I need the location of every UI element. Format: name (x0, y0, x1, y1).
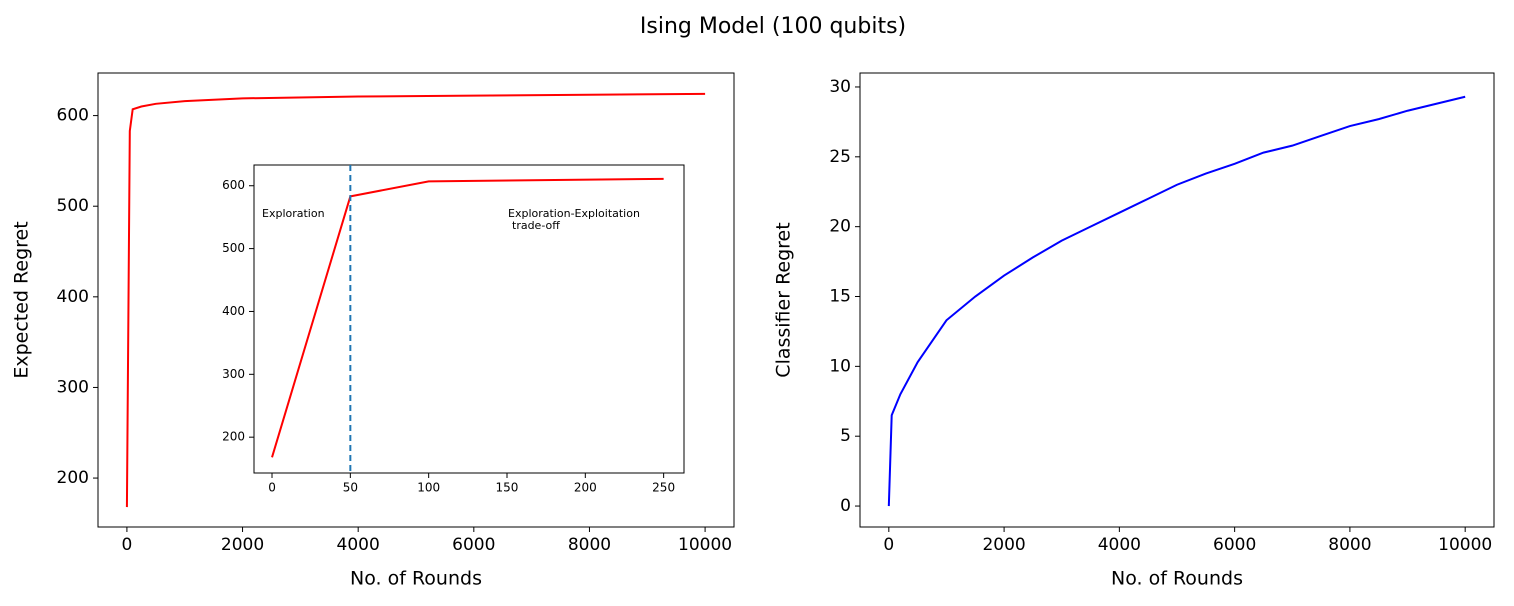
y-axis-label: Expected Regret (11, 221, 33, 378)
figure-title: Ising Model (100 qubits) (640, 14, 906, 39)
y-tick-label: 15 (829, 287, 851, 307)
x-tick-label: 100 (417, 481, 440, 495)
y-tick-label: 0 (840, 496, 851, 516)
data-line (887, 95, 1466, 507)
y-tick-label: 500 (222, 241, 245, 255)
y-tick-label: 400 (222, 304, 245, 318)
y-tick-label: 25 (829, 147, 851, 167)
x-axis-label: No. of Rounds (1111, 568, 1243, 590)
x-tick-label: 200 (574, 481, 597, 495)
x-tick-label: 8000 (1328, 535, 1371, 555)
plot-area (253, 164, 685, 474)
annotation: trade-off (512, 219, 560, 232)
x-tick-label: 50 (343, 481, 358, 495)
x-tick-label: 150 (496, 481, 519, 495)
y-tick-label: 300 (57, 377, 89, 397)
x-axis-label: No. of Rounds (350, 568, 482, 590)
y-tick-label: 200 (222, 430, 245, 444)
y-tick-label: 500 (57, 196, 89, 216)
x-tick-label: 2000 (221, 535, 264, 555)
annotation: Exploration-Exploitation (508, 207, 640, 220)
x-tick-label: 4000 (1098, 535, 1141, 555)
x-tick-label: 8000 (568, 535, 611, 555)
data-line (125, 92, 706, 508)
x-tick-label: 250 (652, 481, 675, 495)
y-tick-label: 600 (222, 178, 245, 192)
x-tick-label: 6000 (1213, 535, 1256, 555)
y-tick-label: 600 (57, 106, 89, 126)
y-tick-label: 30 (829, 77, 851, 97)
x-tick-label: 10000 (678, 535, 732, 555)
y-tick-label: 20 (829, 217, 851, 237)
x-tick-label: 0 (268, 481, 276, 495)
x-tick-label: 10000 (1438, 535, 1492, 555)
x-tick-label: 6000 (452, 535, 495, 555)
y-tick-label: 300 (222, 367, 245, 381)
annotation: Exploration (262, 207, 325, 220)
plot-area (859, 72, 1495, 528)
x-tick-label: 0 (883, 535, 894, 555)
y-tick-label: 10 (829, 356, 851, 376)
x-tick-label: 0 (121, 535, 132, 555)
y-tick-label: 200 (57, 468, 89, 488)
data-line (271, 177, 664, 458)
y-tick-label: 5 (840, 426, 851, 446)
y-axis-label: Classifier Regret (773, 222, 795, 377)
x-tick-label: 2000 (982, 535, 1025, 555)
y-tick-label: 400 (57, 287, 89, 307)
x-tick-label: 4000 (337, 535, 380, 555)
